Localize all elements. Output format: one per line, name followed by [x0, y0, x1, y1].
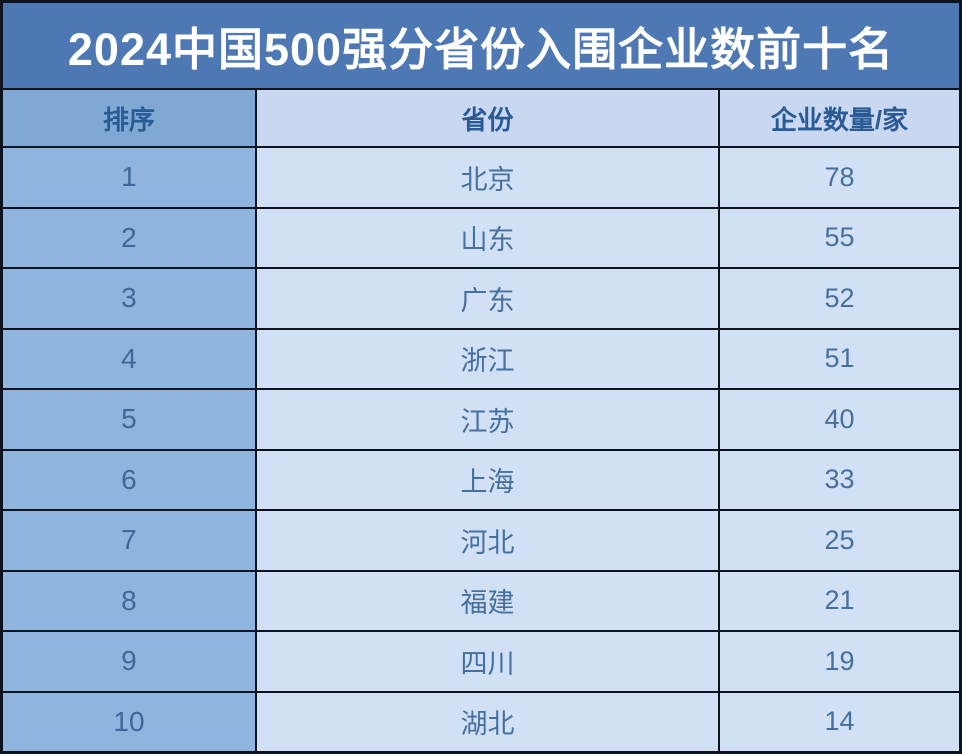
province-cell: 江苏: [256, 390, 718, 449]
province-cell: 上海: [256, 450, 718, 509]
column-header-province: 省份: [256, 90, 718, 146]
count-cell: 19: [720, 632, 959, 691]
page-title: 2024中国500强分省份入围企业数前十名: [3, 3, 959, 88]
count-cell: 14: [720, 692, 959, 751]
table-row: 5 江苏 40: [3, 390, 959, 449]
rank-cell: 4: [3, 329, 255, 388]
table-row: 2 山东 55: [3, 208, 959, 267]
province-cell: 河北: [256, 511, 718, 570]
count-cell: 33: [720, 450, 959, 509]
table-row: 3 广东 52: [3, 269, 959, 328]
province-cell: 浙江: [256, 329, 718, 388]
table-row: 1 北京 78: [3, 148, 959, 207]
rank-cell: 2: [3, 208, 255, 267]
table-row: 10 湖北 14: [3, 692, 959, 751]
table-row: 7 河北 25: [3, 511, 959, 570]
count-cell: 78: [720, 148, 959, 207]
province-cell: 福建: [256, 571, 718, 630]
province-cell: 广东: [256, 269, 718, 328]
rank-cell: 5: [3, 390, 255, 449]
count-cell: 51: [720, 329, 959, 388]
table-row: 4 浙江 51: [3, 329, 959, 388]
province-cell: 北京: [256, 148, 718, 207]
count-cell: 40: [720, 390, 959, 449]
province-cell: 山东: [256, 208, 718, 267]
count-cell: 25: [720, 511, 959, 570]
table-header-row: 排序 省份 企业数量/家: [3, 90, 959, 146]
province-cell: 四川: [256, 632, 718, 691]
count-cell: 52: [720, 269, 959, 328]
column-header-count: 企业数量/家: [720, 90, 959, 146]
table-row: 9 四川 19: [3, 632, 959, 691]
province-cell: 湖北: [256, 692, 718, 751]
rank-cell: 3: [3, 269, 255, 328]
rank-cell: 8: [3, 571, 255, 630]
table-row: 6 上海 33: [3, 450, 959, 509]
rank-cell: 7: [3, 511, 255, 570]
rank-cell: 9: [3, 632, 255, 691]
count-cell: 21: [720, 571, 959, 630]
table-row: 8 福建 21: [3, 571, 959, 630]
rank-cell: 1: [3, 148, 255, 207]
rank-cell: 6: [3, 450, 255, 509]
column-header-rank: 排序: [3, 90, 255, 146]
count-cell: 55: [720, 208, 959, 267]
rank-cell: 10: [3, 692, 255, 751]
